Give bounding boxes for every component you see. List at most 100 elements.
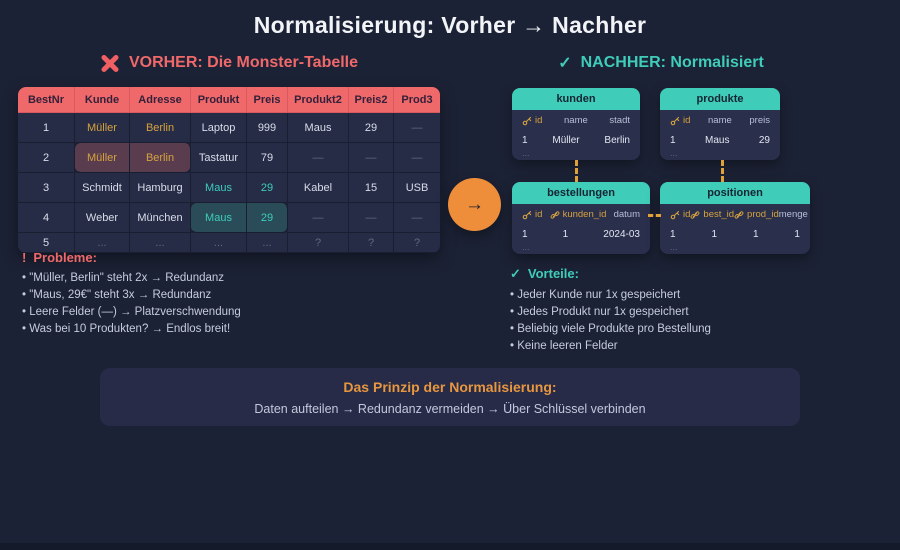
- table-column-row: id best_id prod_id menge: [660, 204, 810, 225]
- mini-table-cell: 1: [711, 229, 718, 240]
- link-icon: [690, 210, 700, 220]
- table-cell: 29: [349, 113, 394, 143]
- table-cell: 4: [18, 203, 75, 233]
- table-title: positionen: [660, 182, 810, 204]
- table-positionen: positionen id best_id prod_id menge 1 1 1 1 ..…: [660, 182, 810, 254]
- mini-table-cell: Müller: [552, 135, 580, 146]
- table-ellipsis: ...: [522, 148, 530, 158]
- bullet-item: • Keine leeren Felder: [510, 340, 618, 352]
- mini-column-header: datum: [613, 209, 640, 220]
- bullet-item: • Jedes Produkt nur 1x gespeichert: [510, 306, 689, 318]
- x-icon: [100, 53, 120, 74]
- mini-table-cell: Maus: [704, 135, 730, 146]
- table-column-row: id name stadt: [512, 110, 640, 131]
- table-bestellungen: bestellungen id kunden_id datum 1 1 2024-03 …: [512, 182, 650, 254]
- table-cell: 79: [247, 143, 288, 173]
- principle-heading: Das Prinzip der Normalisierung:: [343, 379, 557, 395]
- table-cell: Schmidt: [75, 173, 130, 203]
- table-cell: 2: [18, 143, 75, 173]
- problems-heading-label: Probleme:: [33, 250, 97, 265]
- bottom-edge: [0, 543, 900, 550]
- table-cell: 29: [247, 203, 288, 233]
- key-icon: [522, 116, 532, 126]
- fk-connector-bestellungen-positionen: [648, 214, 661, 217]
- table-cell: —: [394, 143, 440, 173]
- table-row: 4 Weber München Maus 29— — —: [18, 203, 440, 233]
- fk-connector-kunden-bestellungen: [575, 160, 578, 182]
- mini-column-header: prod_id: [734, 209, 779, 220]
- problems-heading: ! Probleme:: [22, 250, 462, 265]
- before-heading: VORHER: Die Monster-Tabelle: [18, 53, 440, 74]
- table-cell: —: [349, 143, 394, 173]
- table-row: 1 Müller Berlin Laptop 999 Maus 29—: [18, 113, 440, 143]
- mini-table-cell: 2024-03: [603, 229, 640, 240]
- column-header: Preis: [247, 87, 288, 113]
- column-header: Adresse: [130, 87, 191, 113]
- table-column-row: id kunden_id datum: [512, 204, 650, 225]
- benefits-heading: ✓ Vorteile:: [510, 266, 890, 282]
- link-icon: [734, 210, 744, 220]
- table-cell: ...: [130, 233, 191, 253]
- table-data-row: 1 1 2024-03: [512, 225, 650, 244]
- mini-column-header: name: [564, 115, 588, 126]
- exclamation-icon: !: [22, 250, 27, 265]
- mini-column-header: id: [522, 209, 542, 220]
- problems-section: ! Probleme: • "Müller, Berlin" steht 2x …: [22, 250, 462, 336]
- key-icon: [670, 116, 680, 126]
- table-cell: —: [349, 203, 394, 233]
- table-kunden: kunden id name stadt 1 Müller Berlin ...: [512, 88, 640, 160]
- right-arrow-icon: →: [465, 193, 484, 215]
- table-data-row: 1 Maus 29: [660, 131, 780, 150]
- table-header-row: BestNr Kunde Adresse Produkt Preis Produkt2 Pr…: [18, 87, 440, 113]
- mini-table-cell: 29: [758, 135, 770, 146]
- table-cell: —: [394, 113, 440, 143]
- bullet-item: • Jeder Kunde nur 1x gespeichert: [510, 289, 681, 301]
- mini-table-cell: 1: [562, 229, 569, 240]
- checkmark-icon: ✓: [558, 55, 572, 72]
- transform-arrow-badge: →: [448, 178, 501, 231]
- column-header: Produkt2: [288, 87, 349, 113]
- mini-table-cell: 1: [670, 229, 676, 240]
- bullet-item: • Leere Felder (—) → Platzverschwendung: [22, 306, 241, 318]
- table-cell: 1: [18, 113, 75, 143]
- table-ellipsis: ...: [670, 242, 678, 252]
- table-ellipsis: ...: [522, 242, 530, 252]
- table-title: produkte: [660, 88, 780, 110]
- table-cell: 999: [247, 113, 288, 143]
- after-heading: ✓ NACHHER: Normalisiert: [512, 53, 810, 73]
- mini-column-header: id: [522, 115, 542, 126]
- fk-connector-produkte-positionen: [721, 160, 724, 182]
- table-cell: 15: [349, 173, 394, 203]
- table-row: 2 Müller Berlin Tastatur 79— — —: [18, 143, 440, 173]
- table-cell: Müller: [75, 113, 130, 143]
- mini-column-header: menge: [778, 209, 808, 220]
- table-cell: ...: [191, 233, 247, 253]
- page-title: Normalisierung: Vorher → Nachher: [253, 12, 647, 38]
- column-header: Preis2: [349, 87, 394, 113]
- table-cell: Maus: [288, 113, 349, 143]
- monster-table: BestNr Kunde Adresse Produkt Preis Produkt2 Pr…: [18, 87, 440, 253]
- table-cell: Tastatur: [191, 143, 247, 173]
- mini-table-cell: 1: [670, 135, 676, 146]
- mini-column-header: kunden_id: [550, 209, 606, 220]
- table-cell: USB: [394, 173, 440, 203]
- table-produkte: produkte id name preis 1 Maus 29 ...: [660, 88, 780, 160]
- column-header: Produkt: [191, 87, 247, 113]
- table-cell: Berlin: [130, 143, 191, 173]
- table-cell: ...: [247, 233, 288, 253]
- table-cell: —: [288, 203, 349, 233]
- table-data-row: 1 1 1 1: [660, 225, 810, 244]
- table-ellipsis: ...: [670, 148, 678, 158]
- table-cell: 29: [247, 173, 288, 203]
- table-cell: Hamburg: [130, 173, 191, 203]
- bullet-item: • Beliebig viele Produkte pro Bestellung: [510, 323, 711, 335]
- problems-list: • "Müller, Berlin" steht 2x → Redundanz •…: [22, 272, 462, 336]
- benefits-list: • Jeder Kunde nur 1x gespeichert • Jedes …: [510, 289, 890, 353]
- bullet-item: • "Müller, Berlin" steht 2x → Redundanz: [22, 272, 225, 284]
- table-row: 5............???: [18, 233, 440, 253]
- table-title: kunden: [512, 88, 640, 110]
- table-cell: Maus: [191, 203, 247, 233]
- column-header: Kunde: [75, 87, 130, 113]
- checkmark-icon: ✓: [510, 266, 521, 281]
